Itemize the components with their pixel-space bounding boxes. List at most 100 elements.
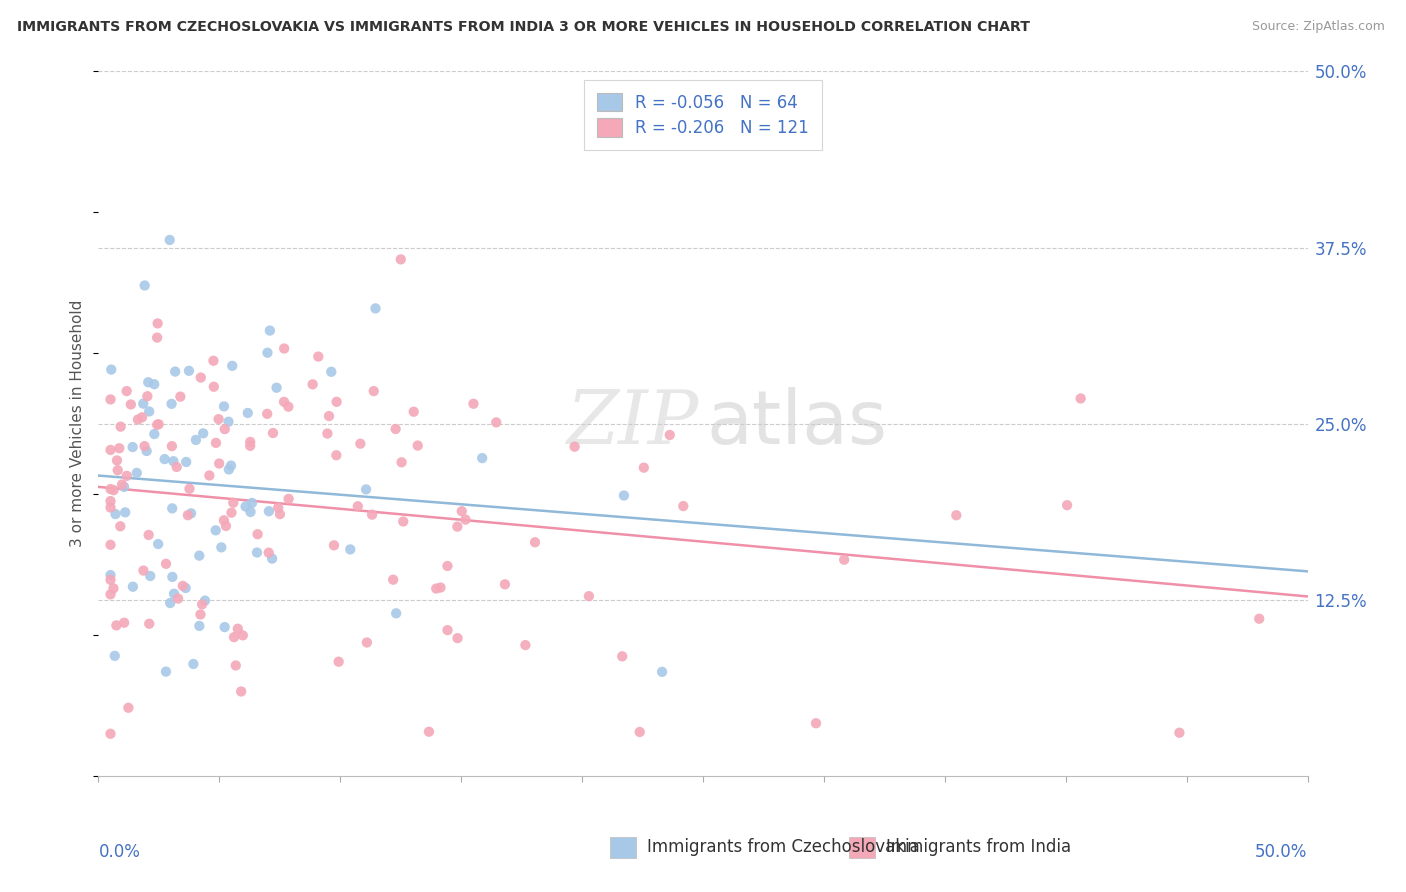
Point	[323, 538, 346, 552]
Point	[207, 412, 229, 426]
Point	[349, 436, 371, 450]
Point	[212, 400, 235, 414]
Point	[1249, 612, 1271, 626]
Point	[202, 353, 225, 368]
Y-axis label: 3 or more Vehicles in Household: 3 or more Vehicles in Household	[70, 300, 86, 548]
Point	[100, 727, 122, 741]
Point	[139, 569, 162, 583]
Point	[301, 377, 323, 392]
Point	[219, 458, 242, 473]
Point	[204, 524, 226, 538]
FancyBboxPatch shape	[610, 837, 636, 858]
Point	[115, 468, 138, 483]
Point	[418, 724, 440, 739]
Point	[273, 395, 295, 409]
Point	[346, 500, 368, 514]
Point	[159, 596, 181, 610]
Point	[166, 460, 188, 475]
Point	[108, 442, 131, 456]
Point	[222, 496, 245, 510]
Point	[146, 330, 169, 344]
Text: IMMIGRANTS FROM CZECHOSLOVAKIA VS IMMIGRANTS FROM INDIA 3 OR MORE VEHICLES IN HO: IMMIGRANTS FROM CZECHOSLOVAKIA VS IMMIGR…	[17, 20, 1029, 34]
Point	[259, 324, 281, 338]
Point	[100, 482, 122, 496]
Point	[804, 716, 827, 731]
Point	[215, 519, 238, 533]
Point	[148, 417, 170, 432]
Point	[160, 397, 183, 411]
Point	[262, 425, 284, 440]
Point	[202, 380, 225, 394]
Point	[131, 410, 153, 425]
Point	[256, 345, 278, 359]
Point	[267, 500, 290, 515]
Point	[325, 394, 347, 409]
Point	[266, 381, 288, 395]
Point	[672, 499, 695, 513]
Point	[100, 494, 122, 508]
Point	[146, 537, 169, 551]
Point	[209, 541, 232, 555]
Point	[174, 581, 197, 595]
Point	[318, 409, 340, 423]
Point	[222, 630, 245, 644]
Point	[191, 598, 214, 612]
Point	[273, 342, 295, 356]
Point	[179, 482, 201, 496]
Point	[494, 577, 516, 591]
Point	[564, 440, 586, 454]
Point	[115, 384, 138, 398]
Point	[159, 233, 181, 247]
Point	[100, 362, 122, 376]
Point	[172, 579, 194, 593]
Point	[236, 406, 259, 420]
Point	[578, 589, 600, 603]
Point	[429, 581, 451, 595]
Point	[262, 551, 284, 566]
Point	[246, 545, 269, 559]
Point	[446, 631, 468, 645]
Point	[446, 519, 468, 533]
Point	[239, 505, 262, 519]
Point	[945, 508, 967, 523]
Point	[406, 439, 429, 453]
Point	[1168, 725, 1191, 739]
Point	[121, 440, 143, 454]
Point	[143, 377, 166, 392]
Point	[103, 483, 125, 498]
Point	[146, 317, 169, 331]
Point	[325, 448, 347, 462]
Point	[633, 460, 655, 475]
Point	[143, 427, 166, 442]
Point	[515, 638, 537, 652]
Point	[162, 454, 184, 468]
Point	[107, 463, 129, 477]
Point	[127, 412, 149, 426]
Point	[138, 404, 160, 418]
Point	[136, 389, 159, 403]
Point	[136, 376, 159, 390]
Point	[205, 435, 228, 450]
Point	[177, 508, 200, 523]
Point	[235, 500, 257, 514]
Point	[183, 657, 205, 671]
Point	[454, 512, 477, 526]
Point	[240, 496, 263, 510]
Point	[184, 433, 207, 447]
Point	[132, 396, 155, 410]
Point	[188, 619, 211, 633]
Point	[832, 553, 855, 567]
Point	[613, 489, 636, 503]
Point	[105, 618, 128, 632]
Point	[180, 506, 202, 520]
Text: ZIP: ZIP	[567, 387, 699, 460]
Point	[114, 505, 136, 519]
Text: Source: ZipAtlas.com: Source: ZipAtlas.com	[1251, 20, 1385, 33]
Point	[125, 466, 148, 480]
Point	[307, 350, 329, 364]
Point	[391, 455, 413, 469]
FancyBboxPatch shape	[849, 837, 875, 858]
Point	[225, 658, 247, 673]
Point	[138, 528, 160, 542]
Point	[316, 426, 339, 441]
